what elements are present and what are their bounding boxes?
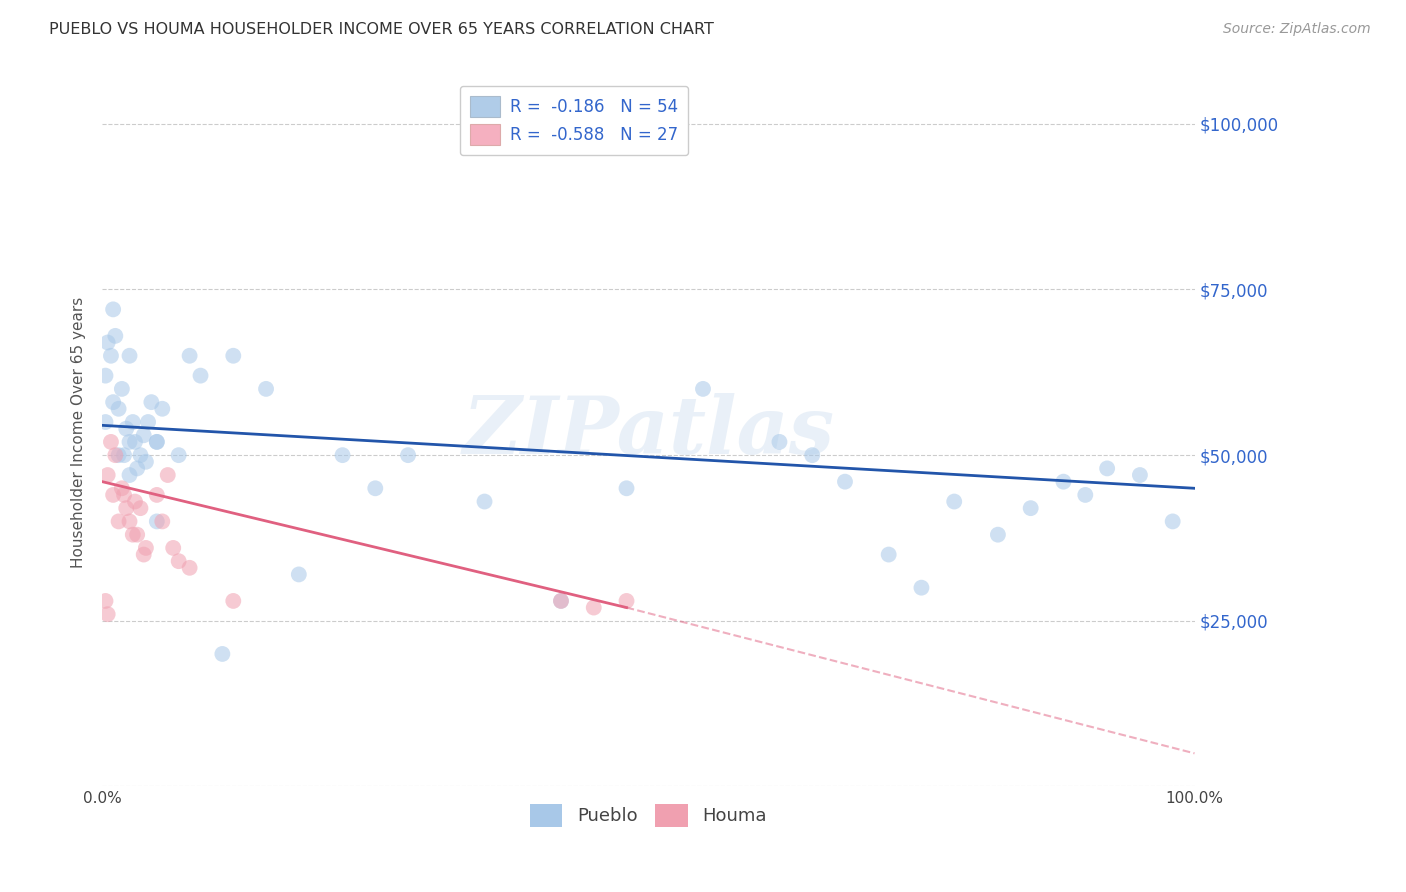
Point [288,567,311,582]
Point [474,494,496,508]
Text: Source: ZipAtlas.com: Source: ZipAtlas.com [1223,22,1371,37]
Point [94,368,117,383]
Point [910,581,932,595]
Point [111,481,134,495]
Point [692,382,714,396]
Point [156,468,179,483]
Point [1129,468,1152,483]
Point [136,415,159,429]
Point [112,488,135,502]
Point [94,594,117,608]
Text: PUEBLO VS HOUMA HOUSEHOLDER INCOME OVER 65 YEARS CORRELATION CHART: PUEBLO VS HOUMA HOUSEHOLDER INCOME OVER … [49,22,714,37]
Point [877,548,900,562]
Point [254,382,277,396]
Point [364,481,387,495]
Point [190,368,212,383]
Point [1161,515,1184,529]
Point [167,448,190,462]
Point [135,455,157,469]
Point [115,501,138,516]
Point [132,428,155,442]
Point [550,594,572,608]
Point [129,501,152,516]
Point [179,561,201,575]
Point [115,422,138,436]
Point [332,448,354,462]
Point [118,515,141,529]
Point [127,461,149,475]
Point [104,448,127,462]
Point [167,554,190,568]
Point [943,494,966,508]
Point [112,448,135,462]
Point [1019,501,1042,516]
Point [132,548,155,562]
Point [118,349,141,363]
Point [94,415,117,429]
Point [118,468,141,483]
Point [768,434,790,449]
Point [121,415,143,429]
Point [1074,488,1097,502]
Legend: Pueblo, Houma: Pueblo, Houma [523,797,775,834]
Point [834,475,856,489]
Point [97,335,120,350]
Point [1095,461,1118,475]
Point [100,349,122,363]
Point [1052,475,1074,489]
Point [396,448,419,462]
Point [101,488,124,502]
Point [124,434,146,449]
Y-axis label: Householder Income Over 65 years: Householder Income Over 65 years [72,296,86,567]
Point [107,401,129,416]
Point [104,329,127,343]
Point [101,395,124,409]
Point [222,349,245,363]
Point [150,515,173,529]
Point [162,541,184,555]
Point [107,515,129,529]
Point [146,434,169,449]
Point [127,527,149,541]
Point [550,594,572,608]
Point [211,647,233,661]
Point [118,434,141,449]
Point [222,594,245,608]
Point [121,527,143,541]
Point [616,481,638,495]
Point [179,349,201,363]
Point [97,468,120,483]
Point [616,594,638,608]
Point [101,302,124,317]
Point [801,448,824,462]
Point [135,541,157,555]
Point [141,395,163,409]
Point [146,488,169,502]
Point [146,434,169,449]
Point [124,494,146,508]
Point [111,382,134,396]
Point [150,401,173,416]
Text: ZIPatlas: ZIPatlas [463,393,834,471]
Point [100,434,122,449]
Point [987,527,1010,541]
Point [146,515,169,529]
Point [129,448,152,462]
Point [97,607,120,622]
Point [582,600,605,615]
Point [107,448,129,462]
